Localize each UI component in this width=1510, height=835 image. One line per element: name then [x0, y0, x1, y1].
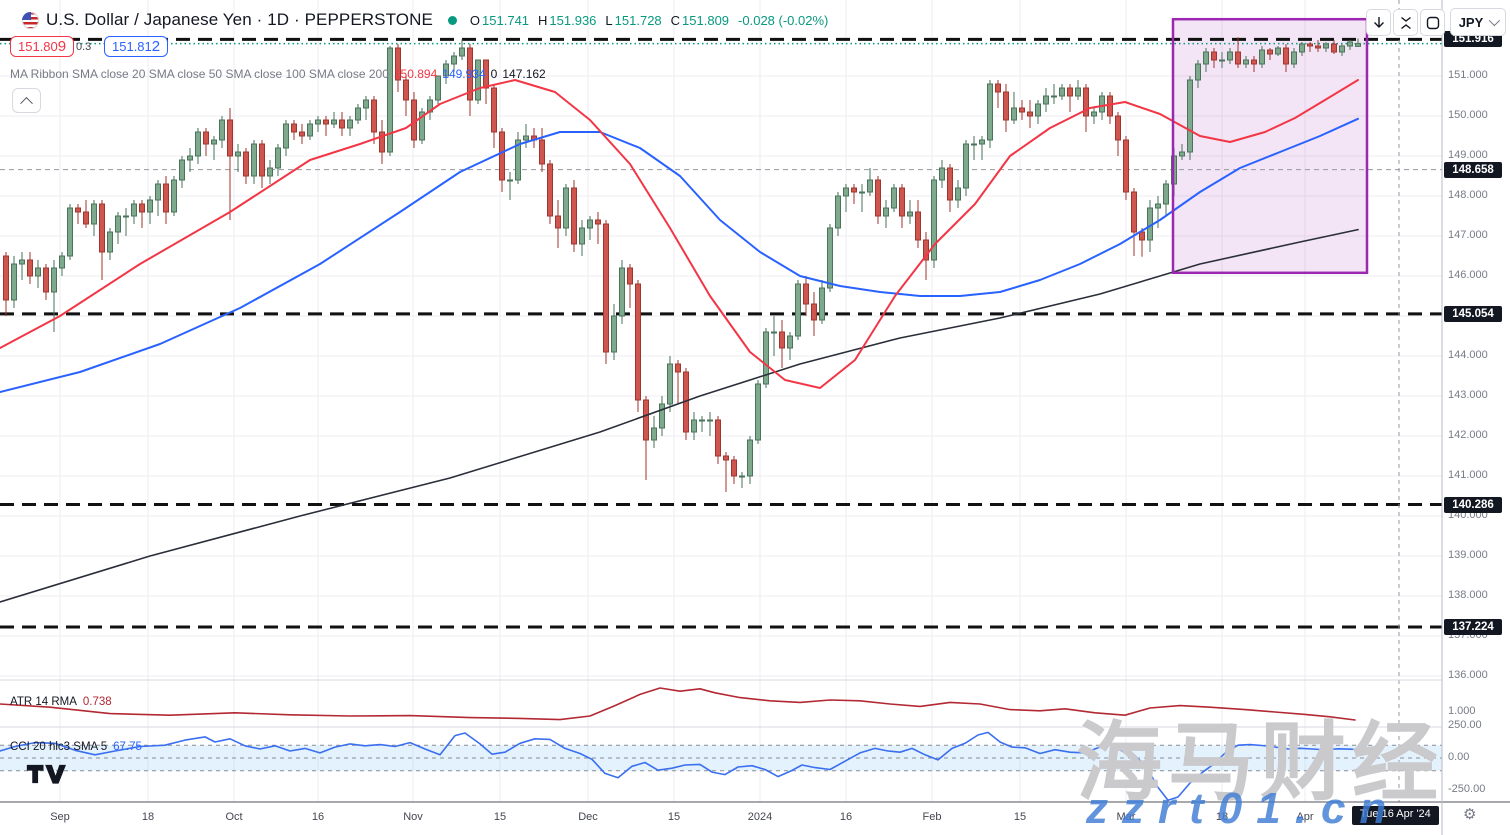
- collapse-pane-button[interactable]: [1393, 9, 1418, 36]
- sma50-value: 149.934: [442, 67, 486, 81]
- price-axis-label: 149.000: [1448, 149, 1488, 161]
- time-axis-label: 15: [493, 811, 507, 823]
- price-axis-label: 146.000: [1448, 269, 1488, 281]
- price-axis-label: 143.000: [1448, 389, 1488, 401]
- price-change: -0.028 (-0.02%): [738, 12, 829, 28]
- price-axis-label: 142.000: [1448, 429, 1488, 441]
- axis-settings-gear-icon[interactable]: ⚙: [1463, 806, 1477, 823]
- price-axis-label: 148.000: [1448, 189, 1488, 201]
- time-axis-label: Feb: [922, 811, 942, 823]
- atr-legend[interactable]: ATR 14 RMA 0.738: [10, 696, 112, 708]
- price-level-badge: 140.286: [1444, 496, 1502, 513]
- price-axis-label: 150.000: [1448, 109, 1488, 121]
- chevron-up-icon: [20, 96, 33, 110]
- time-axis[interactable]: Tue 16 Apr '24 Sep 18 Oct 16 Nov 15 Dec 15 2024 1…: [0, 802, 1510, 835]
- time-axis-label: 2024: [747, 811, 773, 823]
- price-level-badge: 145.054: [1444, 305, 1502, 322]
- tradingview-logo[interactable]: [26, 761, 66, 787]
- separator-dot: ·: [293, 10, 300, 29]
- price-axis-currency-button[interactable]: JPY: [1450, 8, 1506, 36]
- scroll-to-realtime-button[interactable]: [1366, 9, 1391, 36]
- price-axis-label: 138.000: [1448, 589, 1488, 601]
- time-axis-label: 16: [839, 811, 853, 823]
- time-axis-label: 18: [1215, 811, 1229, 823]
- sma100-value: 0: [490, 67, 498, 81]
- atr-axis-label: 1.000: [1448, 705, 1476, 717]
- double-chevron-icon: [1400, 16, 1411, 29]
- price-axis-label: 136.000: [1448, 669, 1488, 681]
- time-axis-label: Nov: [403, 811, 423, 823]
- spread-label: 0.3: [76, 41, 92, 53]
- us-flag-icon: [22, 11, 39, 29]
- price-axis[interactable]: 151.000 150.000 149.000 148.000 147.000 146.0…: [1442, 0, 1510, 802]
- bid-price-button[interactable]: 151.80 9: [10, 36, 75, 57]
- cci-legend[interactable]: CCI 20 hlc3 SMA 5 67.75: [10, 741, 142, 753]
- cci-axis-label: 250.00: [1448, 719, 1482, 731]
- ohlc-values: O 151.741 H 151.936 L 151.728 C 151.809 -0.0…: [469, 12, 829, 28]
- time-axis-label: Oct: [225, 811, 243, 823]
- cci-axis-label: -250.00: [1448, 783, 1486, 795]
- market-status-icon[interactable]: [447, 15, 457, 25]
- chevron-down-icon: [1489, 14, 1501, 27]
- price-axis-label: 144.000: [1448, 349, 1488, 361]
- time-axis-label: 15: [1013, 811, 1027, 823]
- price-axis-label: 141.000: [1448, 469, 1488, 481]
- ask-price-button[interactable]: 151.81 2: [104, 36, 169, 57]
- separator-dot: ·: [256, 10, 263, 29]
- arrow-down-icon: [1373, 16, 1384, 28]
- time-axis-label: Dec: [578, 811, 598, 823]
- price-axis-label: 147.000: [1448, 229, 1488, 241]
- last-date-badge: Tue 16 Apr '24: [1352, 806, 1439, 825]
- price-level-badge: 148.658: [1444, 161, 1502, 178]
- time-axis-label: Mar: [1116, 811, 1136, 823]
- price-axis-label: 139.000: [1448, 549, 1488, 561]
- sma20-value: 150.894: [393, 67, 438, 81]
- collapse-legend-button[interactable]: [12, 88, 41, 113]
- ma-ribbon-label: MA Ribbon SMA close 20 SMA close 50 SMA …: [10, 67, 389, 81]
- maximize-pane-button[interactable]: [1420, 9, 1445, 36]
- time-axis-label: 16: [311, 811, 325, 823]
- currency-label: JPY: [1458, 14, 1484, 30]
- time-axis-label: 18: [141, 811, 155, 823]
- time-axis-label: Sep: [50, 811, 70, 823]
- time-axis-label: Apr: [1296, 811, 1314, 823]
- ma-ribbon-legend[interactable]: MA Ribbon SMA close 20 SMA close 50 SMA …: [10, 67, 546, 81]
- sma200-value: 147.162: [502, 67, 546, 81]
- maximize-icon: [1426, 16, 1439, 29]
- atr-value: 0.738: [82, 696, 112, 708]
- price-axis-label: 151.000: [1448, 69, 1488, 81]
- exchange-label: PEPPERSTONE: [304, 10, 433, 29]
- interval-label[interactable]: 1D: [267, 10, 290, 29]
- time-axis-label: 15: [667, 811, 681, 823]
- price-level-badge: 137.224: [1444, 619, 1502, 636]
- cci-axis-label: 0.00: [1448, 751, 1470, 763]
- cci-value: 67.75: [113, 741, 142, 753]
- symbol-header: U.S. Dollar / Japanese Yen · 1D · PEPPER…: [22, 9, 828, 31]
- symbol-title[interactable]: U.S. Dollar / Japanese Yen · 1D · PEPPER…: [46, 10, 433, 29]
